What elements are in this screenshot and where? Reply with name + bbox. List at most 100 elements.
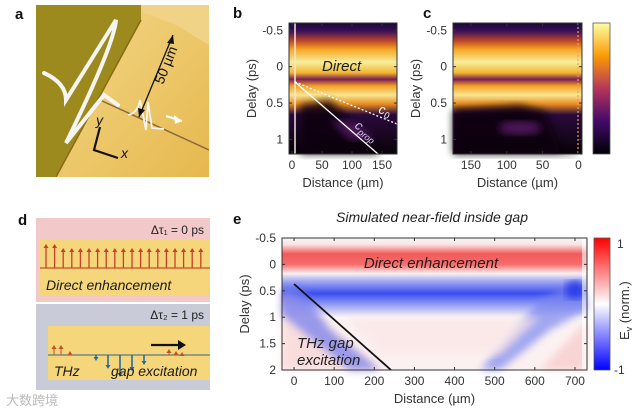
axes-icon (92, 126, 119, 160)
field-arrow-icon (60, 248, 66, 268)
annotation-c0-sub: 0 (383, 110, 390, 121)
gap-excitation-label: gap excitation (111, 363, 198, 379)
y-axis-label: Delay (ps) (237, 274, 252, 333)
field-arrow-icon (163, 248, 169, 268)
field-arrow-icon (52, 244, 58, 268)
y-tick-label: 1 (269, 310, 276, 324)
axis-x-label: x (120, 145, 129, 161)
thz-gap-line (293, 283, 392, 371)
x-tick-label: 400 (445, 374, 465, 388)
y-tick-label: 1 (440, 132, 447, 146)
field-arrow-icon (129, 248, 135, 268)
panel-label-c: c (423, 5, 432, 22)
thz-pulse-transmitted (127, 99, 165, 131)
field-arrow-icon (138, 248, 144, 268)
heatmap-b: Direct c0 cprop (288, 22, 398, 155)
field-arrow-icon (155, 248, 161, 268)
field-arrows-mixed (51, 345, 185, 377)
cprop-line (294, 81, 379, 155)
y-tick-label: 1 (276, 132, 283, 146)
schematic-d: Δτ₁ = 0 ps Direct enhancement Δτ₂ = 1 ps… (36, 218, 210, 390)
y-tick-label: 0 (269, 257, 276, 271)
x-tick-label: 500 (485, 374, 505, 388)
heatmap-e: Direct enhancement THz gap excitation (281, 237, 588, 371)
x-tick-label: 50 (315, 158, 329, 172)
field-arrow-icon (129, 355, 135, 371)
x-tick-label: 300 (404, 374, 424, 388)
heatmap-c (452, 22, 583, 155)
chart-title-e: Simulated near-field inside gap (336, 209, 528, 225)
axis-y-label: y (95, 112, 104, 128)
colorbar-ey (593, 237, 611, 371)
delay-label-top: Δτ₁ = 0 ps (151, 223, 204, 237)
field-arrow-icon (93, 355, 99, 361)
annotation-direct-enhancement: Direct enhancement (364, 255, 499, 272)
field-arrow-icon (120, 248, 126, 268)
x-tick-label: 100 (324, 374, 344, 388)
annotation-c0: c (377, 101, 388, 117)
panel-label-d: d (18, 212, 28, 229)
field-arrow-icon (146, 248, 152, 268)
annotation-direct: Direct (322, 58, 362, 75)
field-arrow-icon (198, 248, 204, 268)
field-arrow-icon (189, 248, 195, 268)
x-tick-label: 150 (372, 158, 392, 172)
propagation-arrow-icon (178, 340, 186, 350)
watermark: 大数跨境 (6, 393, 59, 408)
x-tick-label: 600 (525, 374, 545, 388)
x-axis-label: Distance (µm) (477, 175, 558, 190)
thz-pulse-incident (42, 18, 120, 145)
y-axis-label: Delay (ps) (244, 59, 259, 118)
field-arrow-icon (141, 355, 147, 365)
x-axis-label: Distance (µm) (302, 175, 383, 190)
y-tick-label: 0.5 (430, 96, 447, 110)
x-tick-label: 0 (289, 158, 296, 172)
field-arrow-icon (117, 355, 123, 377)
field-arrow-icon (103, 248, 109, 268)
y-tick-label: -0.5 (255, 231, 276, 245)
field-arrow-icon (43, 244, 49, 268)
field-arrows-up (43, 244, 204, 268)
colorbar-title: Ey (norm.) (617, 281, 632, 340)
field-arrow-icon (172, 248, 178, 268)
direct-enhancement-label: Direct enhancement (46, 277, 172, 293)
svg-text:c0: c0 (377, 101, 393, 120)
y-tick-label: 0 (440, 60, 447, 74)
y-tick-label: 0.5 (266, 96, 283, 110)
field-arrow-icon (69, 248, 75, 268)
field-arrow-icon (173, 351, 179, 355)
x-tick-label: 50 (536, 158, 550, 172)
delay-label-bottom: Δτ₂ = 1 ps (150, 308, 204, 322)
x-tick-label: 700 (565, 374, 585, 388)
field-arrow-icon (58, 345, 64, 355)
y-tick-label: -0.5 (426, 23, 447, 37)
x-tick-label: 0 (291, 374, 298, 388)
colorbar-max-label: 1 (617, 237, 624, 251)
arrow-icon (174, 115, 182, 124)
annotation-thz-2: excitation (297, 352, 360, 369)
field-arrow-icon (179, 352, 185, 356)
gap-line (99, 99, 209, 151)
y-axis-label: Delay (ps) (408, 59, 423, 118)
y-tick-label: 2 (269, 363, 276, 377)
x-tick-label: 0 (575, 158, 582, 172)
x-tick-label: 150 (461, 158, 481, 172)
x-tick-label: 100 (497, 158, 517, 172)
panel-label-b: b (233, 5, 243, 22)
annotation-thz-1: THz gap (297, 335, 354, 352)
colorbar-inferno (592, 22, 611, 155)
colorbar-min-label: -1 (614, 363, 625, 377)
y-tick-label: 1.5 (259, 337, 276, 351)
y-tick-label: 0.5 (259, 284, 276, 298)
panel-label-e: e (233, 211, 242, 228)
field-arrow-icon (181, 248, 187, 268)
x-tick-label: 100 (342, 158, 362, 172)
panel-label-a: a (15, 6, 24, 23)
field-arrow-icon (86, 248, 92, 268)
field-arrow-icon (51, 345, 57, 355)
y-tick-label: 0 (276, 60, 283, 74)
x-tick-label: 200 (364, 374, 384, 388)
y-tick-label: -0.5 (262, 23, 283, 37)
field-arrow-icon (77, 248, 83, 268)
